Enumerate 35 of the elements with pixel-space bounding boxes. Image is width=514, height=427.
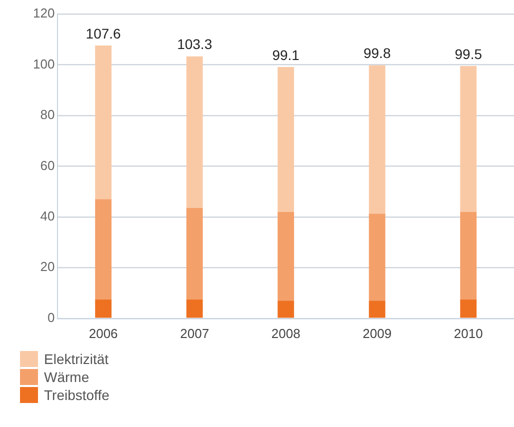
y-tick-label: 80: [40, 107, 55, 122]
y-tick-label: 40: [40, 208, 55, 224]
y-tick-label: 120: [32, 6, 55, 21]
bar: [278, 67, 294, 212]
bar: [95, 45, 112, 200]
bar: [278, 212, 294, 301]
total-label: 107.6: [86, 25, 122, 42]
legend-label: Treibstoffe: [44, 387, 110, 403]
bar: [95, 299, 112, 318]
x-tick-label: 2007: [180, 326, 210, 341]
total-label: 103.3: [177, 36, 212, 52]
bar: [368, 214, 386, 301]
x-tick-label: 2006: [88, 326, 118, 341]
bar: [368, 300, 386, 318]
bar: [368, 65, 386, 214]
total-label: 99.8: [363, 45, 391, 62]
bar: [278, 300, 294, 318]
bar: [460, 299, 477, 318]
legend-label: Elektrizität: [44, 351, 109, 367]
bar: [460, 212, 477, 300]
y-tick-label: 20: [40, 259, 55, 274]
y-tick-label: 60: [40, 158, 55, 173]
x-tick-label: 2008: [271, 326, 300, 341]
x-tick-label: 2009: [362, 326, 392, 341]
bar: [186, 208, 203, 300]
bar: [186, 299, 203, 318]
x-tick-label: 2010: [454, 326, 483, 341]
total-label: 99.5: [454, 46, 482, 62]
bar: [95, 199, 112, 300]
legend-label: Wärme: [44, 369, 90, 385]
total-label: 99.1: [272, 46, 300, 63]
y-tick-label: 0: [47, 310, 55, 325]
bar: [186, 56, 203, 208]
y-tick-label: 100: [32, 56, 55, 72]
bar: [460, 66, 477, 212]
